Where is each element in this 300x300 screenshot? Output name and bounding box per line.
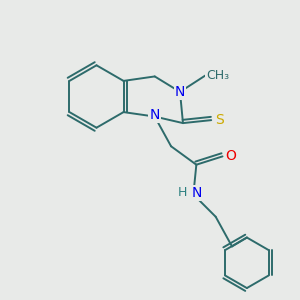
Text: N: N xyxy=(175,85,185,99)
Text: S: S xyxy=(215,113,224,127)
Text: CH₃: CH₃ xyxy=(206,69,229,82)
Text: N: N xyxy=(149,108,160,122)
Text: N: N xyxy=(191,186,202,200)
Text: O: O xyxy=(225,149,236,164)
Text: H: H xyxy=(177,186,187,200)
